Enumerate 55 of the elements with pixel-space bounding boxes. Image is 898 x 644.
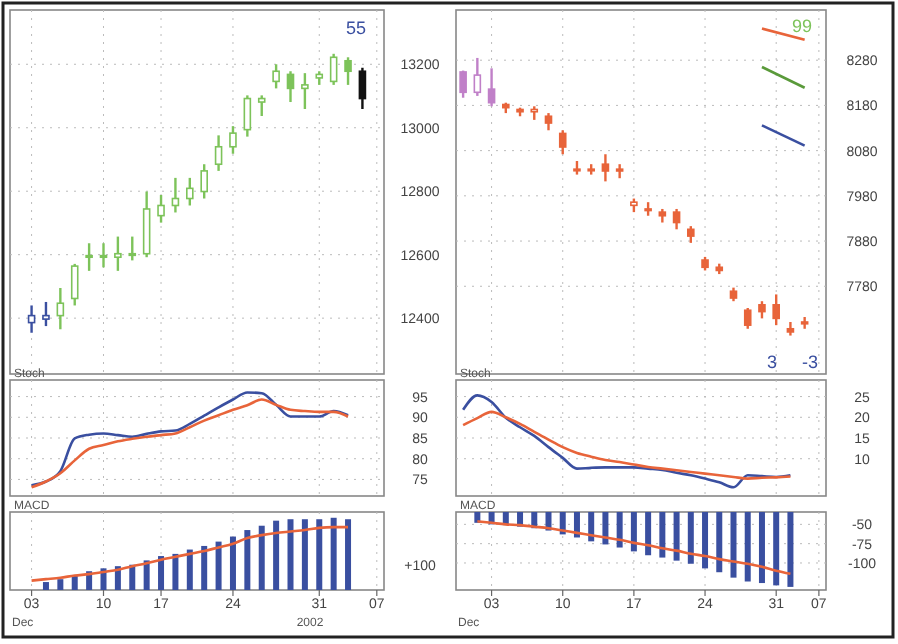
candlestick [186, 176, 194, 207]
candlestick [99, 242, 108, 269]
bar [57, 579, 64, 590]
annotation: 99 [791, 16, 813, 36]
bar [201, 545, 208, 590]
bar [229, 536, 236, 590]
bar [330, 517, 337, 590]
candlestick [56, 286, 65, 331]
candlestick [272, 63, 280, 90]
candlestick [229, 124, 237, 155]
candlestick [329, 52, 338, 87]
candlestick [743, 306, 752, 330]
bar [158, 556, 165, 590]
candlestick [344, 56, 352, 87]
bar [258, 525, 265, 590]
candlestick [142, 190, 151, 259]
bar [71, 575, 78, 590]
bar [273, 520, 280, 590]
line-series [461, 410, 792, 480]
bar [215, 541, 222, 590]
candlestick [286, 70, 295, 104]
bar [287, 519, 294, 590]
bar [143, 560, 150, 590]
candlestick [772, 293, 780, 327]
candlestick [157, 193, 165, 224]
candlestick [243, 94, 252, 138]
bar [316, 519, 323, 590]
candlestick [301, 71, 309, 111]
candlestick [487, 67, 496, 108]
candlestick [214, 134, 223, 173]
line-series [461, 394, 792, 489]
candlestick [473, 56, 482, 98]
candlestick [200, 163, 208, 200]
annotation: 55 [345, 18, 367, 38]
candlestick [558, 129, 567, 156]
candlestick [672, 207, 681, 231]
candlestick [358, 66, 367, 111]
candlestick [42, 300, 50, 328]
bar [244, 530, 251, 590]
annotation: -3 [801, 352, 819, 372]
candlestick [114, 235, 122, 273]
candlestick [459, 69, 467, 99]
bar [114, 566, 121, 590]
candlestick [257, 94, 266, 118]
bar [42, 582, 49, 590]
candlestick [85, 242, 93, 273]
bar [345, 519, 352, 590]
bar [301, 519, 308, 590]
candlestick [70, 262, 79, 307]
bar [186, 549, 193, 590]
bar [172, 553, 179, 590]
candlestick [128, 235, 137, 262]
line-series [476, 519, 792, 576]
candlestick [601, 153, 610, 183]
annotation: 3 [766, 352, 778, 372]
